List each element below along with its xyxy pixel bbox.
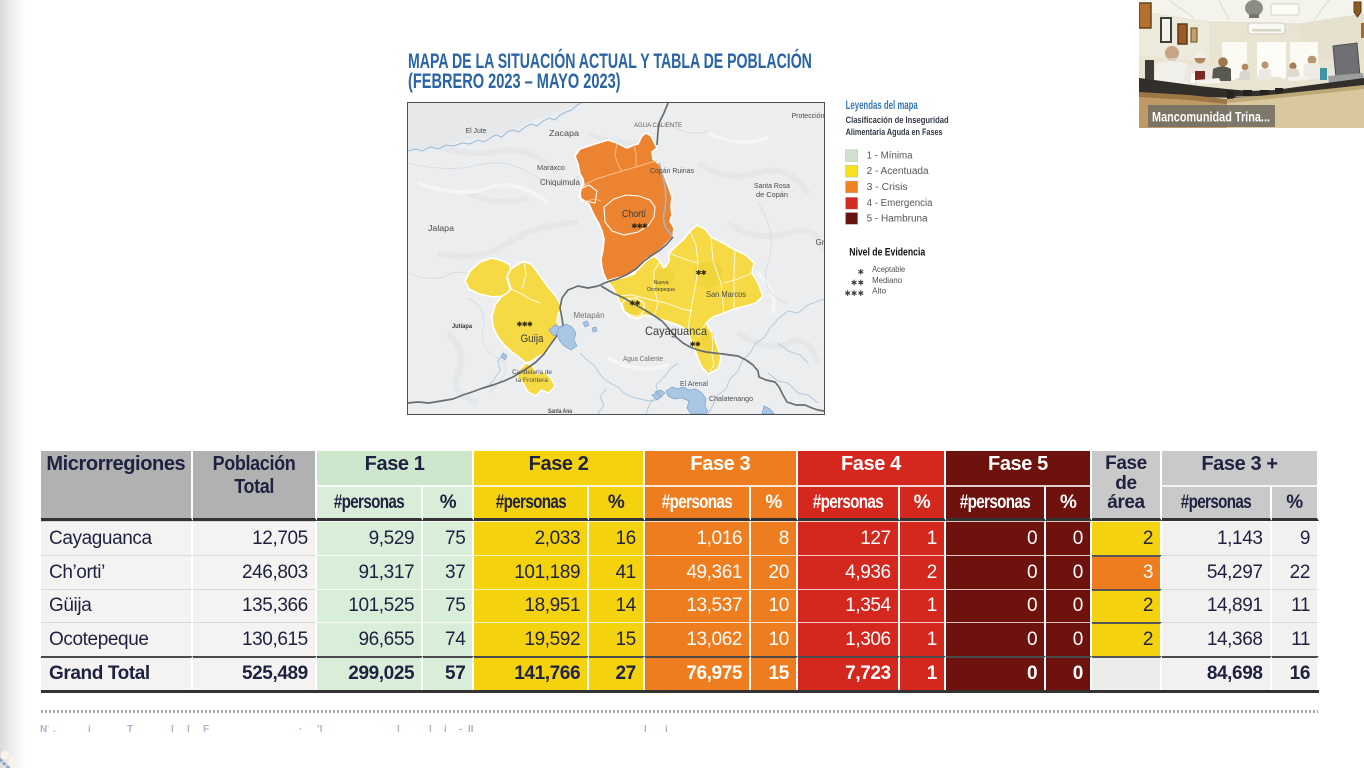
svg-text:Mediano: Mediano — [872, 275, 902, 285]
svg-text:Chortí: Chortí — [622, 208, 646, 220]
svg-text:Clasificación de Inseguridad: Clasificación de Inseguridad — [846, 114, 949, 125]
svg-text:El Jute: El Jute — [466, 126, 487, 135]
svg-text:la Frontera: la Frontera — [516, 377, 548, 384]
svg-text:Ocotepeque: Ocotepeque — [647, 287, 675, 293]
svg-text:El Arenal: El Arenal — [680, 379, 708, 388]
svg-text:Alimentaria Aguda en Fases: Alimentaria Aguda en Fases — [846, 126, 943, 137]
svg-text:Santa Ana: Santa Ana — [548, 409, 573, 414]
svg-text:Zacapa: Zacapa — [549, 128, 579, 138]
svg-text:Chalatenango: Chalatenango — [709, 394, 753, 403]
svg-text:Jutiapa: Jutiapa — [452, 323, 473, 330]
svg-text:Protección: Protección — [792, 113, 825, 120]
svg-text:4 - Emergencia: 4 - Emergencia — [867, 198, 933, 209]
svg-text:2 - Acentuada: 2 - Acentuada — [867, 166, 929, 177]
svg-text:Alto: Alto — [872, 285, 886, 295]
svg-text:de Copán: de Copán — [756, 190, 788, 199]
svg-text:Agua Caliente: Agua Caliente — [623, 354, 663, 363]
svg-text:Candelaria de: Candelaria de — [512, 369, 552, 376]
svg-text:Cayaguanca: Cayaguanca — [645, 324, 707, 338]
svg-text:Mancomunidad Trina...: Mancomunidad Trina... — [1152, 110, 1270, 125]
svg-text:Nivel de Evidencia: Nivel de Evidencia — [849, 246, 926, 258]
svg-text:Nueva: Nueva — [654, 280, 669, 286]
svg-text:Jalapa: Jalapa — [428, 223, 454, 233]
svg-text:Guija: Guija — [521, 333, 545, 345]
svg-text:Copán Ruinas: Copán Ruinas — [650, 166, 694, 175]
svg-text:1 - Mínima: 1 - Mínima — [867, 151, 913, 162]
svg-text:Gr: Gr — [816, 238, 824, 247]
svg-text:Aceptable: Aceptable — [872, 264, 905, 274]
svg-text:5 - Hambruna: 5 - Hambruna — [867, 213, 928, 224]
svg-text:Leyendas del mapa: Leyendas del mapa — [846, 99, 918, 112]
svg-text:3 - Crisis: 3 - Crisis — [867, 182, 908, 193]
svg-text:AGUA CALIENTE: AGUA CALIENTE — [634, 122, 682, 129]
svg-text:San Marcos: San Marcos — [706, 290, 746, 299]
svg-text:Santa Rosa: Santa Rosa — [754, 181, 790, 190]
svg-text:Maraxco: Maraxco — [537, 163, 565, 172]
svg-text:Metapán: Metapán — [574, 311, 605, 320]
svg-text:Chiquimula: Chiquimula — [540, 177, 580, 187]
